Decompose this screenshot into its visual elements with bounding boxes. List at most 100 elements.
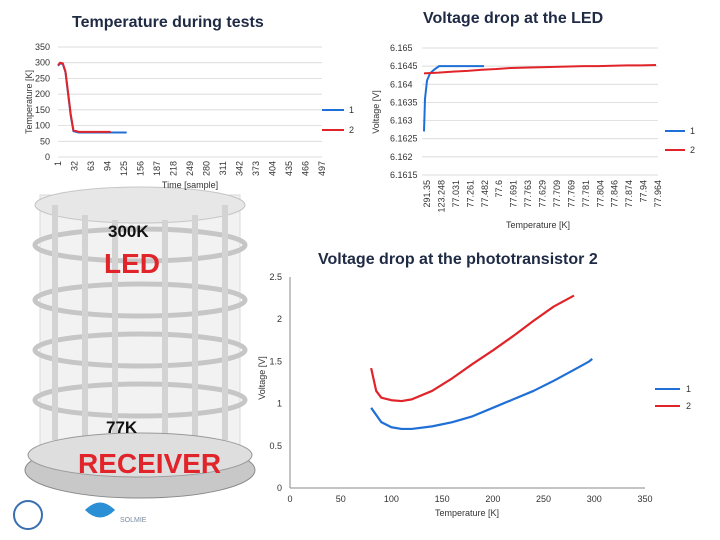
c2-xtick-label: 291.35 xyxy=(422,180,432,208)
label-led: LED xyxy=(104,248,160,279)
c2-xtick-label: 77.763 xyxy=(523,180,533,208)
c1-xtick-label: 187 xyxy=(152,161,162,176)
label-77k: 77K xyxy=(106,418,138,437)
c1-ytick-label: 50 xyxy=(40,136,50,146)
c2-xtick-label: 77.804 xyxy=(595,180,605,208)
c1-legend-label: 2 xyxy=(349,125,354,135)
c1-xtick-label: 156 xyxy=(136,161,146,176)
c1-yaxis-title: Temperature [K] xyxy=(24,70,34,134)
c1-xtick-label: 32 xyxy=(70,161,80,171)
c1-xtick-label: 373 xyxy=(251,161,261,176)
cryostat-ring xyxy=(32,226,248,264)
c3-legend-label: 2 xyxy=(686,401,691,411)
c2-series-line xyxy=(423,65,484,132)
c2-xtick-label: 77.846 xyxy=(610,180,620,208)
logo-swoosh-icon xyxy=(85,502,115,518)
logo-icon xyxy=(13,500,43,530)
c2-xtick-label: 77.709 xyxy=(552,180,562,208)
c3-xtick-label: 100 xyxy=(384,494,399,504)
c1-legend-label: 1 xyxy=(349,105,354,115)
c3-ytick-label: 0 xyxy=(277,483,282,493)
c1-xtick-label: 1 xyxy=(53,161,63,166)
c1-xtick-label: 342 xyxy=(235,161,245,176)
c2-ytick-label: 6.164 xyxy=(390,79,413,89)
c3-ytick-label: 2.5 xyxy=(269,272,282,282)
cryostat-ring xyxy=(32,381,248,419)
c3-xtick-label: 150 xyxy=(435,494,450,504)
c2-xtick-label: 77.874 xyxy=(624,180,634,208)
c1-series-line xyxy=(57,61,111,133)
c1-xtick-label: 497 xyxy=(317,161,327,176)
c3-ytick-label: 0.5 xyxy=(269,441,282,451)
label-receiver: RECEIVER xyxy=(78,448,222,479)
c3-yaxis-title: Voltage [V] xyxy=(257,356,267,400)
c3-xtick-label: 250 xyxy=(536,494,551,504)
c1-xtick-label: 249 xyxy=(185,161,195,176)
logo-text: SOLMIE xyxy=(120,517,147,524)
c2-ytick-label: 6.1615 xyxy=(390,170,418,180)
c2-legend-label: 1 xyxy=(690,126,695,136)
c2-legend-label: 2 xyxy=(690,145,695,155)
c3-series-line xyxy=(370,294,575,403)
c3-xtick-label: 350 xyxy=(637,494,652,504)
c2-ytick-label: 6.1625 xyxy=(390,134,418,144)
c1-xtick-label: 435 xyxy=(284,161,294,176)
c2-xtick-label: 77.6 xyxy=(494,180,504,198)
c2-xtick-label: 77.031 xyxy=(451,180,461,208)
c3-legend-label: 1 xyxy=(686,384,691,394)
cryostat-ring-top xyxy=(34,186,246,224)
c1-xtick-label: 63 xyxy=(86,161,96,171)
c1-xtick-label: 125 xyxy=(119,161,129,176)
c1-ytick-label: 100 xyxy=(35,121,50,131)
c2-xtick-label: 77.691 xyxy=(509,180,519,208)
label-300k: 300K xyxy=(108,222,149,241)
c3-ytick-label: 1 xyxy=(277,399,282,409)
c2-ytick-label: 6.1635 xyxy=(390,97,418,107)
chart3-title: Voltage drop at the phototransistor 2 xyxy=(318,251,598,268)
c2-xtick-label: 77.964 xyxy=(653,180,663,208)
c1-ytick-label: 0 xyxy=(45,152,50,162)
c3-series-line xyxy=(370,358,593,431)
c1-xtick-label: 94 xyxy=(103,161,113,171)
c1-xtick-label: 466 xyxy=(301,161,311,176)
c1-ytick-label: 150 xyxy=(35,105,50,115)
c3-ytick-label: 1.5 xyxy=(269,356,282,366)
c1-ytick-label: 350 xyxy=(35,42,50,52)
c1-xtick-label: 280 xyxy=(202,161,212,176)
c3-xtick-label: 0 xyxy=(287,494,292,504)
c3-xtick-label: 50 xyxy=(336,494,346,504)
chart1-title: Temperature during tests xyxy=(72,14,264,31)
c2-ytick-label: 6.165 xyxy=(390,43,413,53)
c2-xtick-label: 77.261 xyxy=(465,180,475,208)
cryostat-body xyxy=(39,194,241,446)
c1-xaxis-title: Time [sample] xyxy=(162,180,218,190)
cryostat-ring xyxy=(32,331,248,369)
c2-series-line xyxy=(423,64,657,75)
chart2-title: Voltage drop at the LED xyxy=(423,10,604,27)
c2-ytick-label: 6.162 xyxy=(390,152,413,162)
c3-xtick-label: 300 xyxy=(587,494,602,504)
c2-xtick-label: 123.248 xyxy=(436,180,446,213)
c2-yaxis-title: Voltage [V] xyxy=(371,90,381,134)
c3-xtick-label: 200 xyxy=(485,494,500,504)
c2-xaxis-title: Temperature [K] xyxy=(506,220,570,230)
c1-ytick-label: 250 xyxy=(35,73,50,83)
c3-ytick-label: 2 xyxy=(277,314,282,324)
c1-ytick-label: 200 xyxy=(35,89,50,99)
c3-xaxis-title: Temperature [K] xyxy=(435,508,499,518)
c1-xtick-label: 311 xyxy=(218,161,228,175)
c1-xtick-label: 218 xyxy=(169,161,179,176)
c2-ytick-label: 6.163 xyxy=(390,116,413,126)
c2-ytick-label: 6.1645 xyxy=(390,61,418,71)
c2-xtick-label: 77.769 xyxy=(566,180,576,208)
c2-xtick-label: 77.629 xyxy=(538,180,548,208)
c2-xtick-label: 77.781 xyxy=(581,180,591,208)
receiver-top xyxy=(27,432,253,478)
c2-xtick-label: 77.94 xyxy=(639,180,649,203)
c1-ytick-label: 300 xyxy=(35,58,50,68)
c1-xtick-label: 404 xyxy=(268,161,278,176)
c2-xtick-label: 77.482 xyxy=(480,180,490,208)
cryostat-ring xyxy=(32,281,248,319)
